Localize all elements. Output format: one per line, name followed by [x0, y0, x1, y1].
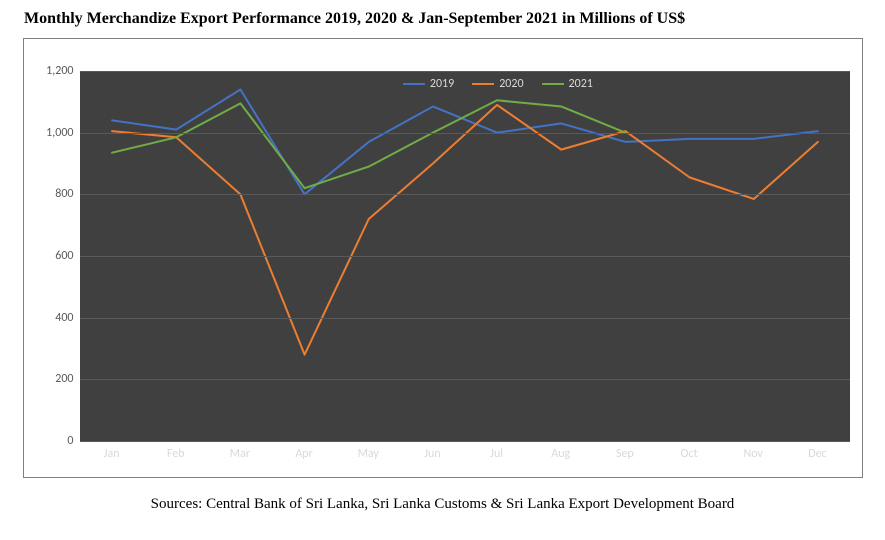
source-note: Sources: Central Bank of Sri Lanka, Sri … [20, 496, 865, 513]
grid-line [80, 379, 850, 380]
grid-line [80, 71, 850, 72]
x-tick-label: May [358, 447, 379, 461]
x-tick-label: Dec [808, 447, 826, 461]
y-tick-label: 800 [55, 187, 73, 201]
y-tick-label: 0 [67, 434, 73, 448]
y-tick-label: 400 [55, 311, 73, 325]
x-tick-label: Jun [424, 447, 440, 461]
series-line-2021 [112, 100, 625, 188]
grid-line [80, 318, 850, 319]
chart-title: Monthly Merchandize Export Performance 2… [24, 10, 865, 28]
grid-line [80, 133, 850, 134]
grid-line [80, 256, 850, 257]
x-tick-label: Jan [104, 447, 120, 461]
y-tick-label: 200 [55, 372, 73, 386]
x-tick-label: Jul [490, 447, 503, 461]
x-tick-label: Mar [230, 447, 250, 461]
x-tick-label: Apr [295, 447, 312, 461]
y-tick-label: 600 [55, 249, 73, 263]
x-tick-label: Nov [744, 447, 763, 461]
x-tick-label: Sep [616, 447, 634, 461]
x-tick-label: Aug [551, 447, 570, 461]
plot-area: 201920202021 02004006008001,0001,200JanF… [80, 71, 850, 441]
grid-line [80, 441, 850, 442]
series-line-2019 [112, 90, 818, 195]
x-tick-label: Feb [167, 447, 185, 461]
chart-container: 201920202021 02004006008001,0001,200JanF… [23, 38, 863, 478]
grid-line [80, 194, 850, 195]
x-tick-label: Oct [681, 447, 698, 461]
y-tick-label: 1,200 [46, 64, 73, 78]
y-tick-label: 1,000 [46, 126, 73, 140]
